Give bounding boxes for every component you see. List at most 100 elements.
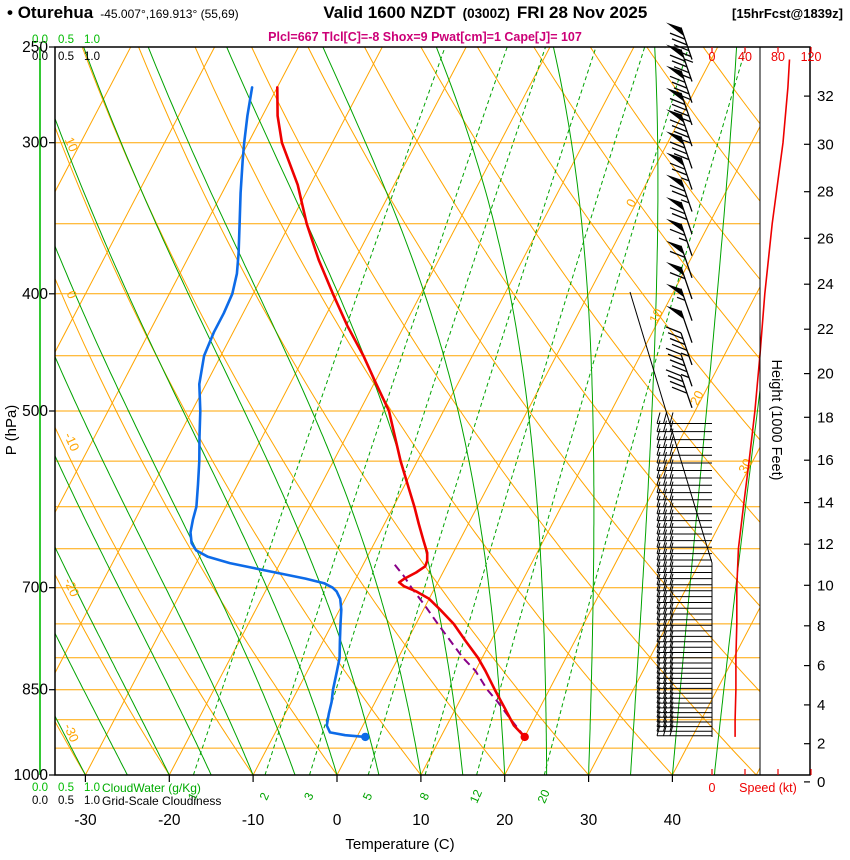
wind-barb — [656, 555, 712, 567]
header: • Oturehua -45.007°,169.913° (55,69) Val… — [0, 3, 850, 23]
wind-barb-feather — [656, 579, 661, 591]
moist-adiabat — [435, 47, 548, 775]
mixing-ratio-line — [192, 47, 446, 775]
pressure-tick-label: 850 — [22, 682, 48, 699]
wind-barb-feather — [656, 412, 661, 424]
wind-barb — [666, 22, 694, 63]
wind-barb-feather — [663, 451, 667, 464]
wind-barb-feather — [669, 184, 686, 192]
wind-barb-feather — [656, 687, 661, 699]
speed-tick-label: 120 — [801, 50, 822, 64]
moist-adiabat — [55, 546, 170, 775]
wind-barb — [656, 444, 712, 456]
grid-layer — [55, 47, 760, 775]
wind-barb-feather — [663, 436, 667, 448]
wind-barb-feather — [669, 466, 674, 479]
wind-barb-feather — [663, 710, 667, 723]
valid-block: Valid 1600 NZDT (0300Z) FRI 28 Nov 2025 — [323, 3, 647, 23]
moist-adiabat — [55, 244, 296, 775]
wind-barb-feather — [656, 591, 661, 603]
cloudwater-scale-bottom-label: 0.5 — [58, 782, 74, 794]
wind-barb-feather — [656, 567, 661, 579]
wind-barb-feather — [669, 32, 686, 40]
temperature-tick-label: -10 — [242, 812, 265, 829]
height-tick-label: 2 — [817, 736, 825, 753]
wind-barb-feather — [669, 359, 686, 367]
wind-barb-feather — [669, 591, 674, 603]
wind-barb-feather — [656, 502, 661, 514]
pressure-tick-label: 1000 — [14, 767, 49, 784]
dry-adiabat-label: -10 — [61, 430, 82, 453]
wind-barb-feather — [656, 710, 661, 723]
wind-barb-feather — [682, 139, 692, 144]
wind-barb-feather — [663, 488, 667, 500]
wind-barb-feather — [669, 636, 674, 648]
wind-barb-feather — [656, 522, 661, 535]
temperature-tick-label: 0 — [333, 812, 342, 829]
dry-adiabat-label: 10 — [62, 135, 82, 154]
wind-barb — [656, 459, 712, 471]
wind-barb-pennant — [666, 305, 684, 320]
forecast-info: [15hrFcst@1839z] — [732, 6, 843, 21]
height-tick-label: 8 — [817, 618, 825, 635]
dry-adiabat — [81, 47, 506, 775]
height-tick-label: 10 — [817, 577, 834, 594]
wind-barb — [656, 529, 712, 542]
wind-barb-feather — [663, 536, 667, 548]
wind-barb-feather — [663, 630, 667, 642]
wind-barb-feather — [656, 657, 661, 669]
wind-barb-feather — [671, 168, 688, 176]
wind-barb-feather — [669, 459, 674, 471]
wind-barb — [656, 548, 712, 561]
wind-barb-pennant — [666, 240, 684, 255]
pressure-tick-label: 700 — [22, 580, 48, 597]
wind-barb-feather — [669, 715, 674, 727]
wind-layer — [629, 22, 791, 737]
wind-barb-feather — [669, 509, 674, 521]
wind-barb-feather — [669, 625, 674, 637]
wind-barb — [665, 326, 693, 366]
wind-barb — [656, 466, 712, 479]
pressure-tick-label: 250 — [22, 39, 48, 56]
temperature-curve — [276, 86, 526, 739]
wind-barb — [666, 218, 693, 256]
pressure-tick-label: 400 — [22, 286, 48, 303]
wind-barb-feather — [656, 672, 661, 684]
wind-barb-pennant — [666, 22, 684, 37]
dry-adiabat — [55, 426, 254, 775]
wind-barb-feather — [656, 597, 661, 609]
wind-barb — [656, 608, 712, 621]
wind-barb — [656, 591, 712, 603]
wind-barb-feather — [671, 190, 688, 198]
wind-barb — [666, 174, 693, 212]
wind-barb-feather — [680, 177, 690, 182]
wind-barb-feather — [663, 522, 667, 535]
wind-barb-feather — [656, 651, 661, 664]
wind-barb-feather — [656, 636, 661, 648]
wind-barb — [656, 724, 712, 737]
wind-barb-feather — [673, 152, 690, 161]
wind-barb-feather — [663, 667, 667, 679]
valid-date: FRI 28 Nov 2025 — [516, 3, 648, 22]
mixing-ratio-label: 3 — [301, 790, 317, 802]
wind-barb-feather — [669, 614, 674, 626]
pressure-tick-label: 500 — [22, 403, 48, 420]
station-title: Oturehua — [17, 3, 94, 22]
wind-barb — [656, 412, 712, 424]
wind-barb-feather — [656, 561, 661, 573]
wind-barb — [666, 240, 693, 279]
wind-barb-feather — [656, 608, 661, 620]
temperature-tick-label: 30 — [580, 812, 598, 829]
cloudiness-scale-bottom-label: 0.5 — [58, 795, 74, 807]
temperature-axis-label: Temperature (C) — [345, 836, 454, 853]
wind-barb-feather — [669, 548, 674, 561]
wind-barb — [656, 561, 712, 573]
isotherm-line — [84, 47, 467, 775]
wind-barb-feather — [656, 488, 661, 500]
wind-barb — [656, 585, 712, 598]
wind-barb-feather — [663, 724, 667, 736]
speed-tick-label: 80 — [771, 50, 785, 64]
wind-barb-feather — [669, 682, 674, 694]
